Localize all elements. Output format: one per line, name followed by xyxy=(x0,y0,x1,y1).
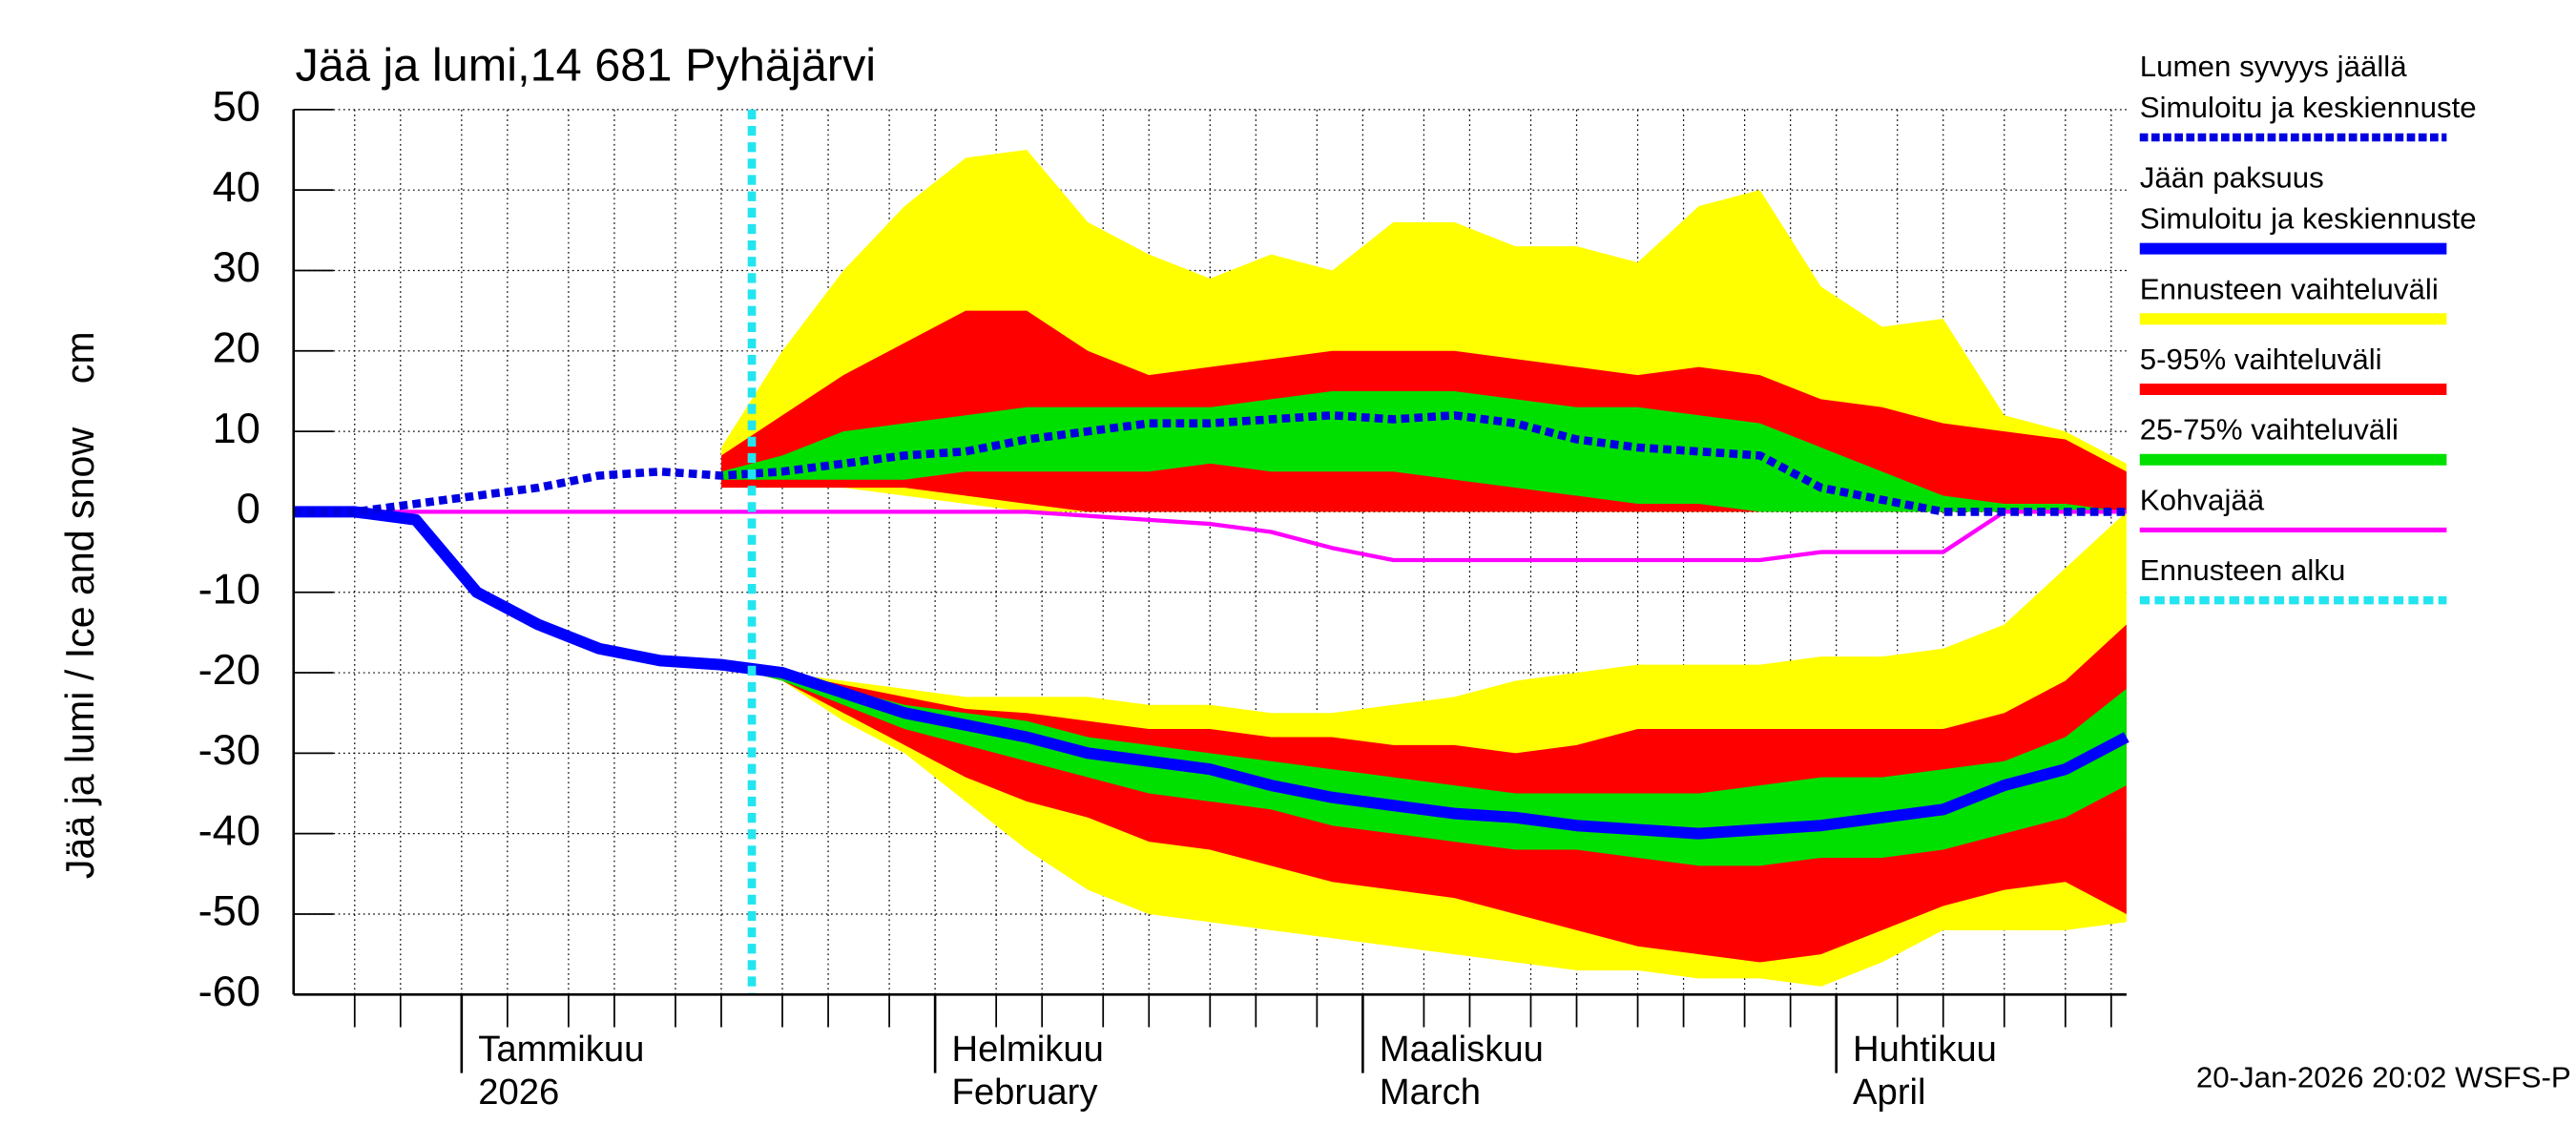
y-tick-label: 20 xyxy=(213,323,260,372)
x-tick-label: Huhtikuu xyxy=(1853,1030,1997,1070)
legend-label: Simuloitu ja keskiennuste xyxy=(2140,91,2477,124)
legend-label: Simuloitu ja keskiennuste xyxy=(2140,202,2477,236)
y-tick-label: -50 xyxy=(198,886,260,935)
chart-title: Jää ja lumi,14 681 Pyhäjärvi xyxy=(295,40,876,92)
series-line xyxy=(293,410,2127,516)
y-tick-label: 0 xyxy=(237,484,260,532)
legend-label: Jään paksuus xyxy=(2140,161,2324,195)
band xyxy=(720,664,2127,866)
x-tick-label: Helmikuu xyxy=(952,1030,1104,1070)
x-tick-label: March xyxy=(1380,1072,1481,1113)
y-tick-label: 30 xyxy=(213,243,260,292)
y-tick-label: 40 xyxy=(213,162,260,211)
x-tick-label: April xyxy=(1853,1072,1926,1113)
series-line xyxy=(293,510,2127,563)
x-tick-label: Maaliskuu xyxy=(1380,1030,1544,1070)
y-tick-label: -60 xyxy=(198,967,260,1015)
y-tick-label: 50 xyxy=(213,82,260,131)
legend-label: Lumen syvyys jäällä xyxy=(2140,50,2408,83)
y-tick-label: -30 xyxy=(198,725,260,774)
legend-label: Ennusteen alku xyxy=(2140,553,2346,587)
legend-label: Kohvajää xyxy=(2140,484,2265,517)
legend-label: 5-95% vaihteluväli xyxy=(2140,343,2382,376)
y-tick-label: -40 xyxy=(198,806,260,855)
x-tick-label: Tammikuu xyxy=(478,1030,644,1070)
footer: 20-Jan-2026 20:02 WSFS-P xyxy=(2196,1061,2571,1094)
y-axis-label: Jää ja lumi / Ice and snow cm xyxy=(57,331,102,879)
series-line xyxy=(293,506,2129,840)
y-tick-label: -10 xyxy=(198,565,260,614)
legend-label: Ennusteen vaihteluväli xyxy=(2140,272,2439,305)
x-tick-label: 2026 xyxy=(478,1072,559,1113)
x-tick-label: February xyxy=(952,1072,1098,1113)
y-tick-label: -20 xyxy=(198,645,260,694)
band xyxy=(720,390,2127,512)
y-tick-label: 10 xyxy=(213,404,260,452)
legend-label: 25-75% vaihteluväli xyxy=(2140,413,2399,447)
